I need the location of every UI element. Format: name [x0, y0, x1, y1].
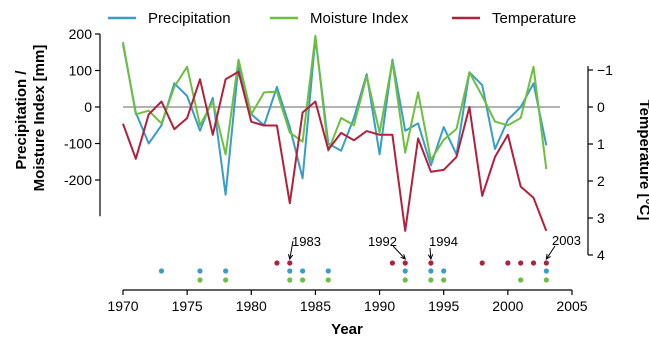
event-marker-temperature	[530, 260, 537, 266]
series-group	[122, 34, 548, 232]
left-axis: -200 -100 0 100 200	[64, 26, 101, 217]
event-marker-temperature	[505, 260, 511, 266]
y-axis-right-title: Temperature [°C]	[636, 100, 649, 221]
x-axis-title: Year	[331, 321, 363, 337]
event-marker-moisture-index	[300, 277, 306, 283]
event-marker-moisture-index	[402, 277, 408, 283]
left-axis-tick-label: 100	[69, 63, 93, 79]
legend-label-temperature: Temperature	[492, 10, 576, 27]
event-marker-moisture-index	[197, 277, 203, 283]
annotation-arrowhead	[287, 254, 294, 261]
event-marker-temperature	[287, 260, 293, 266]
x-axis-tick-label: 1985	[300, 298, 331, 314]
annotation-arrow	[429, 247, 432, 260]
x-axis-tick-label: 2005	[556, 298, 587, 314]
event-marker-temperature	[274, 260, 280, 266]
right-axis-tick-label: 3	[597, 210, 605, 226]
event-marker-temperature	[428, 260, 434, 266]
annotations: 1983 1992 1994 2003	[287, 233, 581, 261]
event-marker-moisture-index	[325, 277, 331, 283]
left-axis-tick-label: 200	[69, 26, 93, 42]
series-line-precipitation	[122, 36, 548, 196]
right-axis-tick-label: 2	[597, 173, 605, 189]
legend: Precipitation Moisture Index Temperature	[108, 10, 576, 27]
y-axis-left-title: Precipitation / Moisture Index [mm]	[13, 45, 48, 192]
annotation-arrow	[392, 245, 406, 260]
annotation-label: 1992	[368, 234, 397, 249]
annotation-label: 2003	[552, 233, 581, 248]
event-marker-moisture-index	[287, 277, 293, 283]
annotation-label: 1994	[429, 234, 458, 249]
event-marker-temperature	[402, 260, 408, 266]
legend-label-moisture-index: Moisture Index	[310, 10, 409, 27]
event-marker-precipitation	[441, 268, 447, 274]
event-marker-moisture-index	[518, 277, 524, 283]
annotation-arrowhead	[427, 254, 434, 261]
right-axis: −1 0 1 2 3 4	[587, 62, 613, 263]
x-axis: 1970 1975 1980 1985 1990 1995 2000 2005	[107, 289, 588, 314]
event-marker-precipitation	[543, 268, 549, 274]
y-axis-left-title-line1: Precipitation /	[13, 70, 30, 170]
x-axis-tick-label: 1990	[364, 298, 395, 314]
y-axis-left-title-line2: Moisture Index [mm]	[31, 45, 48, 192]
series-line-moisture-index	[122, 34, 548, 170]
event-marker-precipitation	[325, 268, 331, 274]
event-marker-temperature	[389, 260, 395, 266]
event-marker-temperature	[479, 260, 485, 266]
event-marker-moisture-index	[543, 277, 549, 283]
right-axis-tick-label: 0	[597, 99, 605, 115]
event-marker-precipitation	[158, 268, 165, 274]
right-axis-tick-label: 4	[597, 247, 605, 263]
x-axis-tick-label: 1970	[107, 298, 138, 314]
annotation-arrowhead	[400, 254, 407, 260]
event-marker-precipitation	[402, 268, 408, 274]
event-marker-moisture-index	[223, 277, 229, 283]
x-axis-tick-label: 1975	[172, 298, 203, 314]
left-axis-tick-label: -100	[64, 136, 92, 152]
annotation-label: 1983	[292, 234, 321, 249]
event-marker-precipitation	[197, 268, 203, 274]
event-marker-precipitation	[428, 268, 434, 274]
annotation-arrow	[289, 240, 294, 260]
right-axis-tick-label: −1	[597, 62, 613, 78]
event-marker-precipitation	[223, 268, 229, 274]
event-marker-moisture-index	[441, 277, 447, 283]
series-line-temperature	[122, 70, 548, 232]
legend-label-precipitation: Precipitation	[148, 10, 231, 27]
event-marker-precipitation	[287, 268, 293, 274]
event-marker-temperature	[543, 260, 549, 266]
right-axis-tick-label: 1	[597, 136, 605, 152]
x-axis-tick-label: 1995	[428, 298, 459, 314]
annotation-arrowhead	[545, 253, 551, 260]
x-axis-tick-label: 2000	[492, 298, 523, 314]
left-axis-tick-label: 0	[84, 99, 92, 115]
event-marker-precipitation	[300, 268, 306, 274]
left-axis-tick-label: -200	[64, 172, 92, 188]
event-marker-temperature	[518, 260, 524, 266]
annotation-arrow	[545, 245, 556, 260]
event-markers	[158, 260, 549, 283]
x-axis-tick-label: 1980	[236, 298, 267, 314]
event-marker-moisture-index	[428, 277, 434, 283]
